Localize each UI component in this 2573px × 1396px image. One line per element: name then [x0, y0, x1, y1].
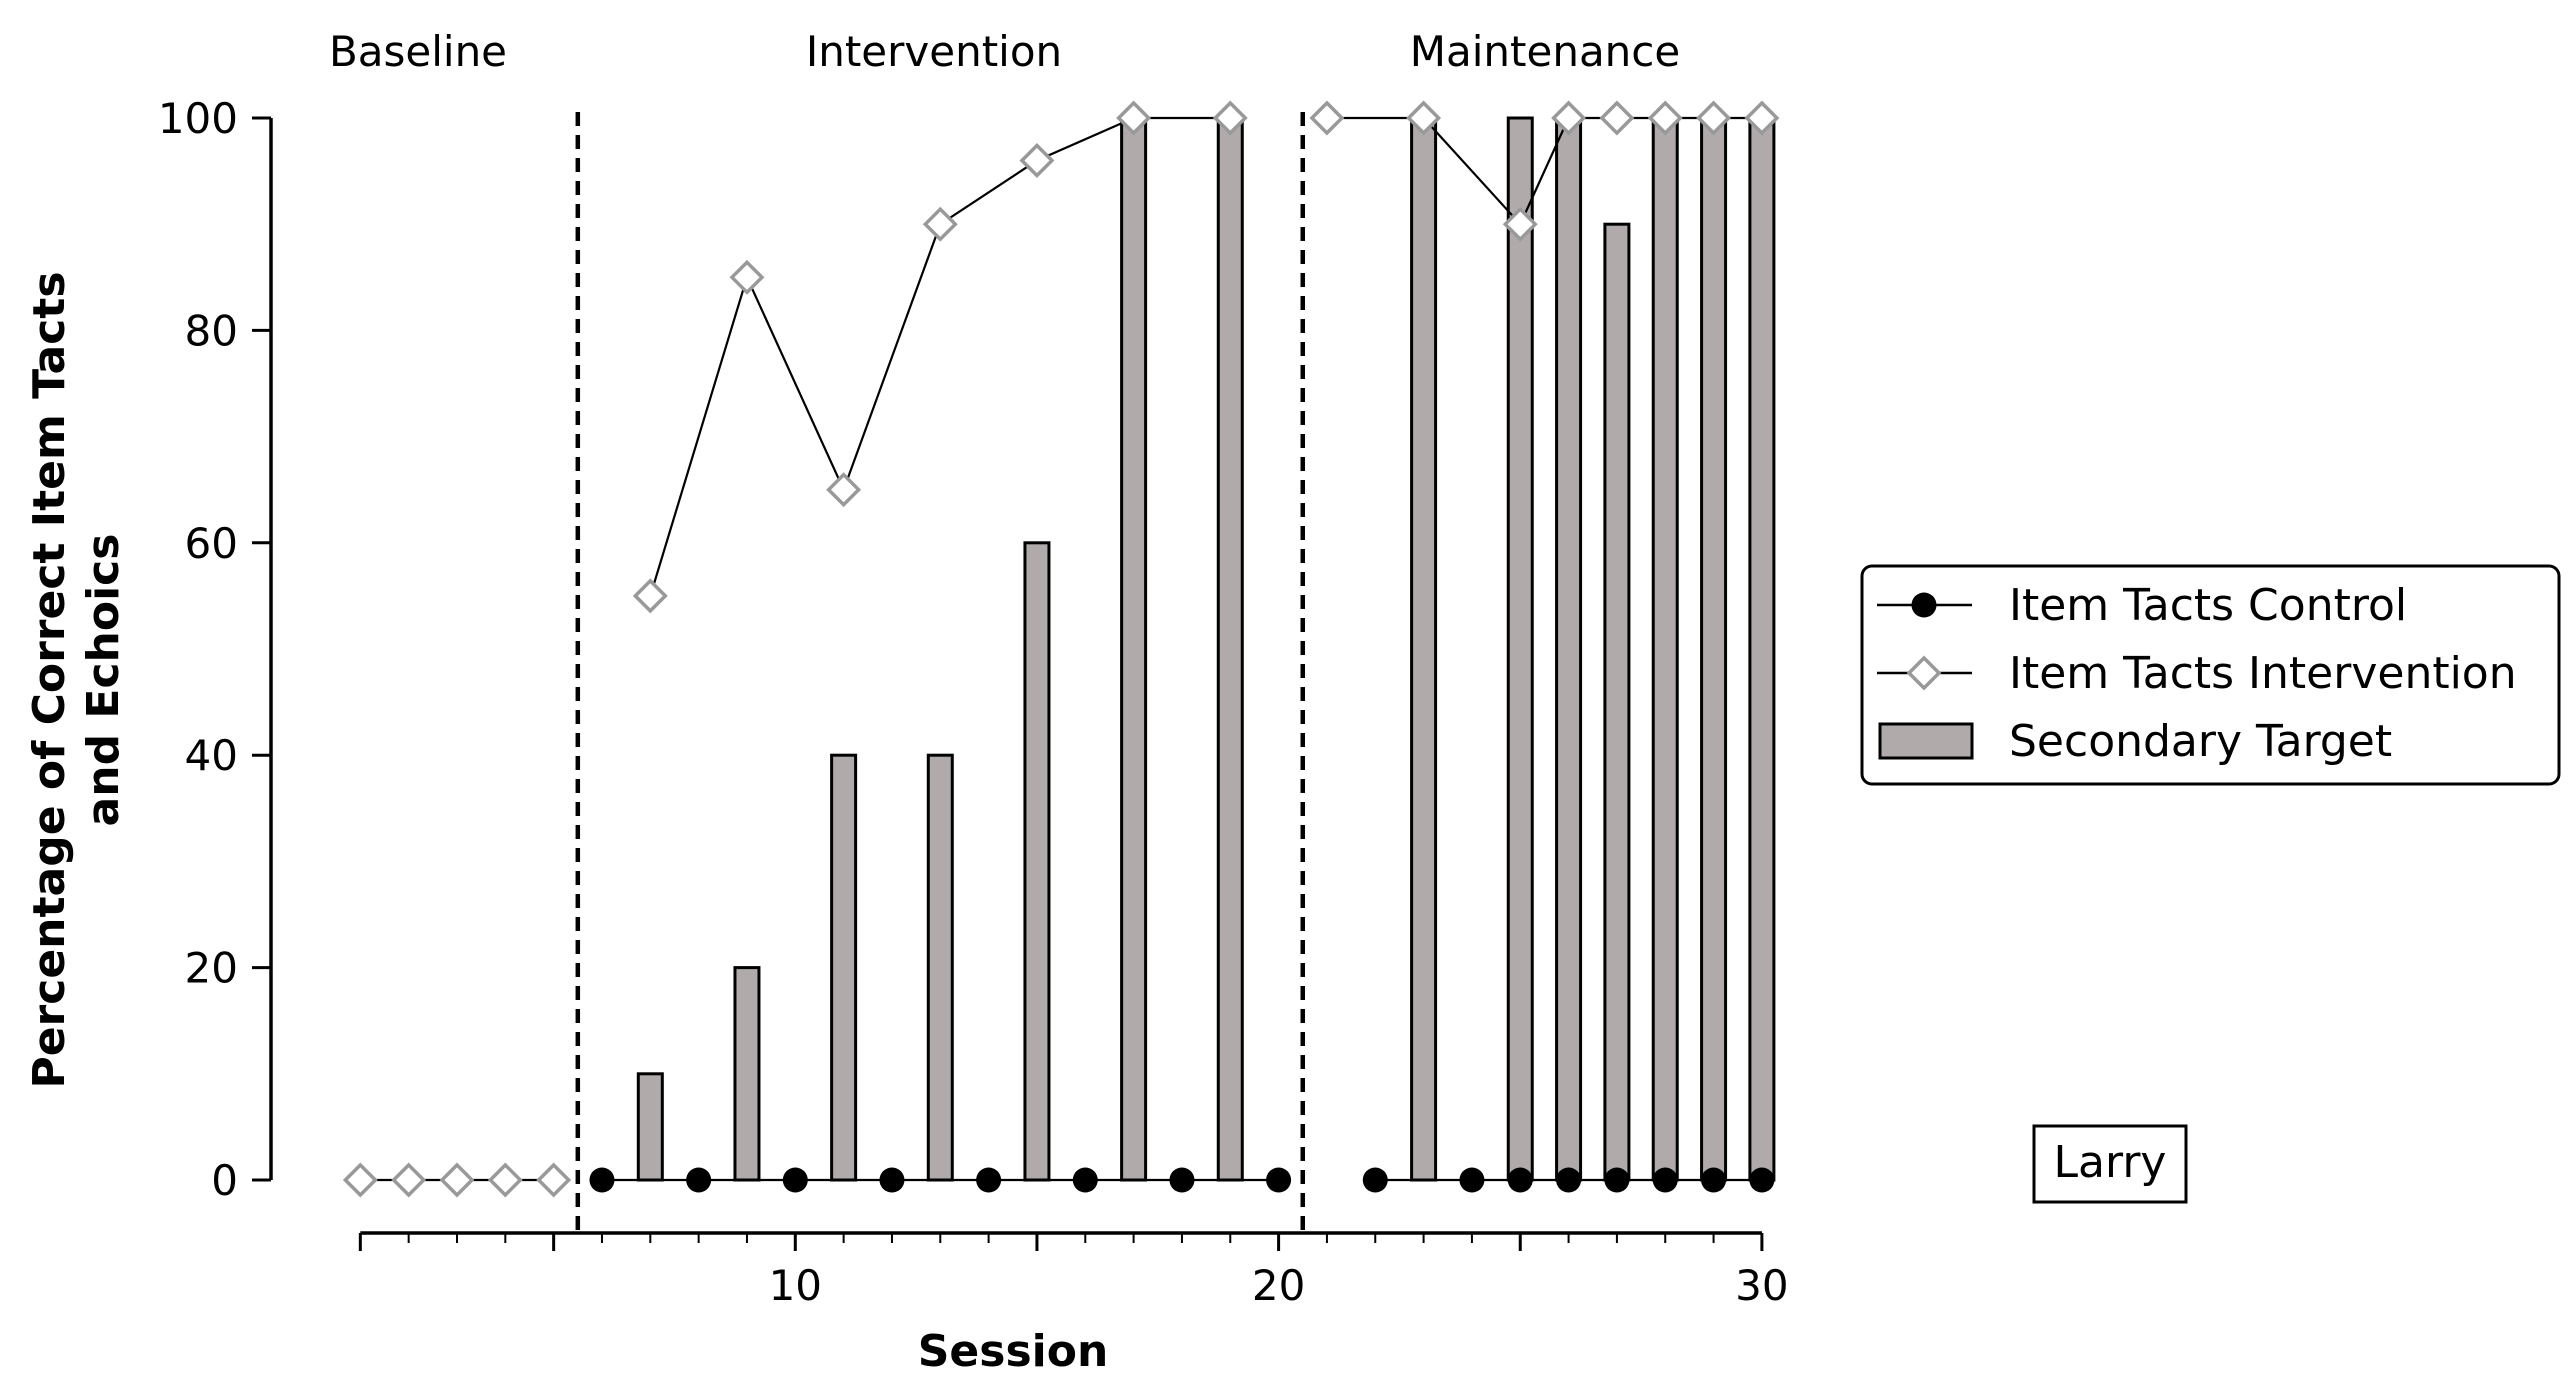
- y-tick-label: 40: [185, 731, 238, 780]
- bar-secondary-target: [830, 753, 858, 1182]
- legend-item-label: Secondary Target: [2009, 716, 2392, 767]
- bar-secondary-target: [1120, 116, 1148, 1182]
- legend: Item Tacts Control Item Tacts Interventio…: [1860, 564, 2561, 786]
- bars-layer: [636, 116, 1776, 1182]
- marker-item-tacts-control: [589, 1167, 615, 1193]
- markers-layer: [342, 100, 1780, 1198]
- line-item-tacts-intervention: [1326, 116, 1762, 227]
- marker-item-tacts-control: [1507, 1167, 1533, 1193]
- marker-item-tacts-control: [686, 1167, 712, 1193]
- x-tick-label: 20: [1252, 1261, 1305, 1310]
- bar-secondary-target: [1216, 116, 1244, 1182]
- phase-label: Intervention: [806, 27, 1062, 76]
- bar-secondary-target: [1651, 116, 1679, 1182]
- y-axis-title-line-2: and Echoics: [78, 534, 129, 827]
- participant-tag-box: [2032, 1124, 2188, 1204]
- marker-item-tacts-intervention: [342, 1162, 378, 1198]
- legend-item-label: Item Tacts Intervention: [2009, 648, 2517, 699]
- marker-item-tacts-control: [1604, 1167, 1630, 1193]
- marker-item-tacts-control: [879, 1167, 905, 1193]
- marker-item-tacts-control: [1556, 1167, 1582, 1193]
- marker-item-tacts-intervention: [1502, 206, 1538, 242]
- x-axis-title: Session: [918, 1326, 1109, 1377]
- participant-tag: Larry: [2054, 1137, 2167, 1188]
- marker-item-tacts-intervention: [536, 1162, 572, 1198]
- legend-box: [1860, 564, 2561, 786]
- marker-item-tacts-intervention: [922, 206, 958, 242]
- phase-label: Baseline: [329, 27, 507, 76]
- labels-layer: 0 20 40 60 80 100 10 20 30 Baseline Intervention Ma…: [24, 27, 2188, 1377]
- marker-item-tacts-control: [1749, 1167, 1775, 1193]
- marker-item-tacts-intervention: [1116, 100, 1152, 136]
- marker-item-tacts-control: [1362, 1167, 1388, 1193]
- y-tick-label: 100: [158, 94, 238, 143]
- marker-item-tacts-control: [976, 1167, 1002, 1193]
- marker-item-tacts-control: [1266, 1167, 1292, 1193]
- marker-item-tacts-control: [1701, 1167, 1727, 1193]
- marker-item-tacts-intervention: [1406, 100, 1442, 136]
- bar-secondary-target: [733, 966, 761, 1182]
- marker-item-tacts-control: [1459, 1167, 1485, 1193]
- bar-secondary-target: [1023, 541, 1051, 1182]
- x-tick-label: 10: [769, 1261, 822, 1310]
- marker-item-tacts-intervention: [1019, 143, 1055, 178]
- bar-secondary-target: [1700, 116, 1728, 1182]
- y-tick-label: 80: [185, 306, 238, 355]
- marker-item-tacts-control: [1072, 1167, 1098, 1193]
- marker-item-tacts-intervention: [1744, 100, 1780, 136]
- bar-secondary-target: [1555, 116, 1583, 1182]
- y-tick-label: 60: [185, 519, 238, 568]
- marker-item-tacts-intervention: [487, 1162, 523, 1198]
- phase-label: Maintenance: [1410, 27, 1680, 76]
- bar-secondary-target: [1410, 116, 1438, 1182]
- marker-item-tacts-intervention: [1212, 100, 1248, 136]
- bar-secondary-target: [1506, 116, 1534, 1182]
- marker-item-tacts-intervention: [1599, 100, 1635, 136]
- marker-item-tacts-intervention: [391, 1162, 427, 1198]
- legend-swatch-bar: [1878, 722, 1974, 760]
- lines-layer: [360, 116, 1762, 1182]
- marker-item-tacts-control: [782, 1167, 808, 1193]
- marker-item-tacts-intervention: [1647, 100, 1683, 136]
- marker-item-tacts-control: [1169, 1167, 1195, 1193]
- bar-secondary-target: [1748, 116, 1776, 1182]
- marker-item-tacts-intervention: [1309, 100, 1345, 136]
- y-tick-label: 20: [185, 944, 238, 993]
- marker-item-tacts-control: [1652, 1167, 1678, 1193]
- marker-item-tacts-intervention: [439, 1162, 475, 1198]
- marker-item-tacts-intervention: [729, 259, 765, 295]
- axes-layer: [252, 116, 1764, 1251]
- marker-item-tacts-intervention: [632, 578, 668, 614]
- x-tick-label: 30: [1735, 1261, 1788, 1310]
- bar-secondary-target: [1603, 222, 1631, 1182]
- legend-marker-control: [1911, 592, 1937, 618]
- bar-secondary-target: [926, 753, 954, 1182]
- y-tick-label: 0: [211, 1156, 238, 1205]
- marker-item-tacts-intervention: [1696, 100, 1732, 136]
- legend-item-label: Item Tacts Control: [2009, 580, 2407, 631]
- phase-lines-layer: [575, 112, 1306, 1236]
- bar-secondary-target: [636, 1072, 664, 1182]
- marker-item-tacts-intervention: [1551, 100, 1587, 136]
- legend-marker-intervention: [1906, 655, 1942, 691]
- marker-item-tacts-intervention: [826, 472, 862, 508]
- y-axis-title-line-1: Percentage of Correct Item Tacts: [24, 271, 75, 1088]
